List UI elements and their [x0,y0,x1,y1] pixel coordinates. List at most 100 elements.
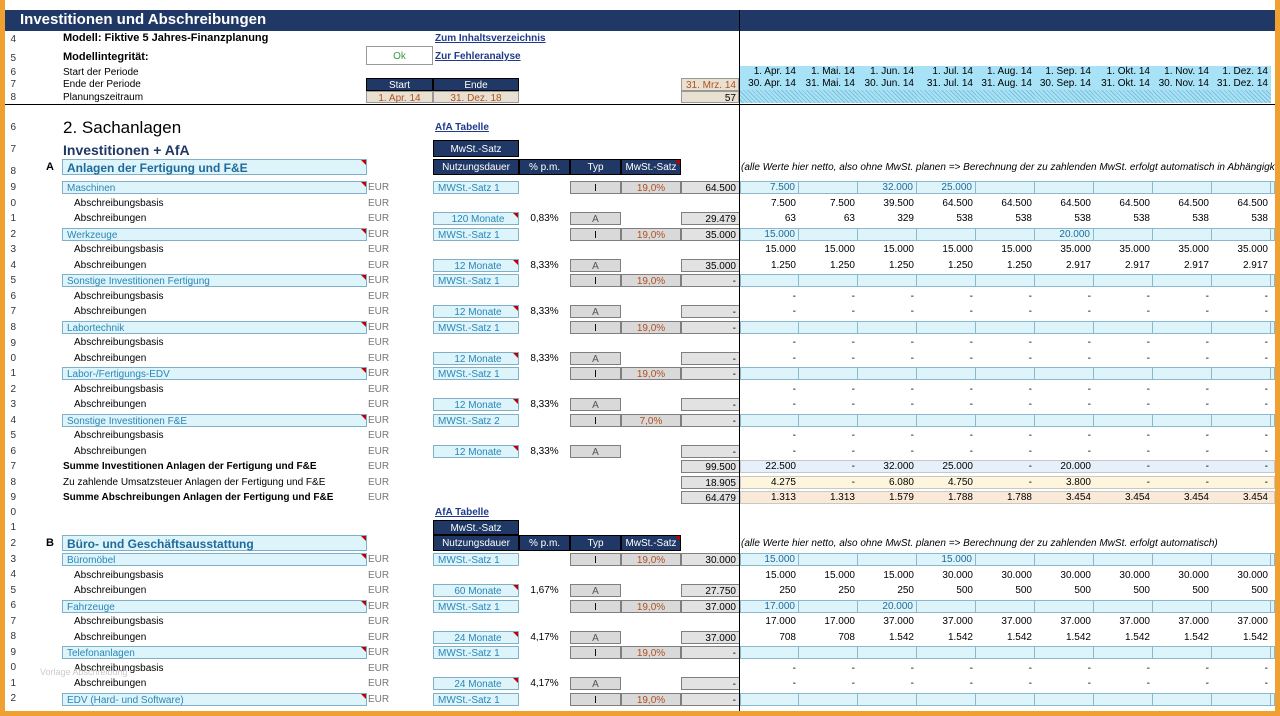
invest-month-cell[interactable]: 20.000 [1035,227,1094,241]
invest-month-cell[interactable] [976,599,1035,613]
mwst-select[interactable]: MWSt.-Satz 1 [433,646,519,659]
invest-month-cell[interactable] [917,367,976,380]
asset-name-cell[interactable]: Labortechnik [62,320,367,334]
end-date-cell[interactable]: 31. Dez. 18 [433,91,519,104]
invest-month-cell[interactable] [1094,227,1153,241]
invest-month-cell[interactable] [976,367,1035,380]
asset-name-cell[interactable]: Labor-/Fertigungs-EDV [62,367,367,380]
afa-type-cell[interactable]: A [570,444,621,458]
afa-type-cell[interactable]: A [570,258,621,272]
invest-month-cell[interactable] [858,646,917,659]
asset-name-cell[interactable]: Sonstige Investitionen Fertigung [62,274,367,287]
invest-month-cell[interactable] [799,181,858,194]
invest-month-cell[interactable] [1035,274,1094,287]
type-cell[interactable]: I [570,274,621,287]
invest-month-cell[interactable]: 17.000 [740,599,799,613]
invest-month-cell[interactable] [976,413,1035,427]
mwst-select[interactable]: MWSt.-Satz 1 [433,599,519,613]
invest-month-cell[interactable] [1153,227,1212,241]
invest-month-cell[interactable] [1153,599,1212,613]
invest-month-cell[interactable] [1094,413,1153,427]
invest-month-cell[interactable] [740,646,799,659]
invest-month-cell[interactable] [917,692,976,706]
useful-life-cell[interactable]: 24 Monate [433,677,519,690]
asset-name-cell[interactable]: Maschinen [62,181,367,194]
asset-name-cell[interactable]: Werkzeuge [62,227,367,241]
useful-life-cell[interactable]: 120 Monate [433,212,519,225]
invest-month-cell[interactable]: 15.000 [740,227,799,241]
asset-name-cell[interactable]: EDV (Hard- und Software) [62,692,367,706]
mwst-select[interactable]: MWSt.-Satz 1 [433,553,519,566]
invest-month-cell[interactable] [799,367,858,380]
invest-month-cell[interactable] [799,646,858,659]
afa-type-cell[interactable]: A [570,398,621,411]
invest-month-cell[interactable] [1153,274,1212,287]
invest-month-cell[interactable]: 15.000 [917,553,976,566]
invest-month-cell[interactable] [740,692,799,706]
type-cell[interactable]: I [570,367,621,380]
invest-month-cell[interactable] [1153,367,1212,380]
invest-month-cell[interactable] [1035,553,1094,566]
type-cell[interactable]: I [570,320,621,334]
invest-month-cell[interactable] [1212,413,1271,427]
invest-month-cell[interactable] [1035,320,1094,334]
invest-month-cell[interactable] [858,367,917,380]
link-table-of-contents[interactable]: Zum Inhaltsverzeichnis [435,33,546,44]
asset-name-cell[interactable]: Büromöbel [62,553,367,566]
useful-life-cell[interactable]: 60 Monate [433,584,519,597]
invest-month-cell[interactable] [976,274,1035,287]
invest-month-cell[interactable] [799,692,858,706]
invest-month-cell[interactable] [1094,274,1153,287]
invest-month-cell[interactable] [1035,181,1094,194]
invest-month-cell[interactable] [917,274,976,287]
afa-type-cell[interactable]: A [570,305,621,318]
invest-month-cell[interactable] [976,646,1035,659]
invest-month-cell[interactable] [1094,320,1153,334]
invest-month-cell[interactable] [799,320,858,334]
invest-month-cell[interactable]: 7.500 [740,181,799,194]
afa-type-cell[interactable]: A [570,351,621,365]
invest-month-cell[interactable] [1035,413,1094,427]
useful-life-cell[interactable]: 12 Monate [433,398,519,411]
asset-name-cell[interactable]: Telefonanlagen [62,646,367,659]
mwst-select[interactable]: MWSt.-Satz 1 [433,692,519,706]
invest-month-cell[interactable] [1035,646,1094,659]
invest-month-cell[interactable] [976,227,1035,241]
type-cell[interactable]: I [570,227,621,241]
invest-month-cell[interactable] [858,227,917,241]
type-cell[interactable]: I [570,553,621,566]
invest-month-cell[interactable]: 15.000 [740,553,799,566]
invest-month-cell[interactable] [917,320,976,334]
type-cell[interactable]: I [570,181,621,194]
link-error-analysis[interactable]: Zur Fehleranalyse [435,51,521,62]
afa-type-cell[interactable]: A [570,630,621,644]
invest-month-cell[interactable] [1212,599,1271,613]
invest-month-cell[interactable] [1212,320,1271,334]
invest-month-cell[interactable] [917,599,976,613]
invest-month-cell[interactable] [1153,413,1212,427]
invest-month-cell[interactable] [1094,181,1153,194]
useful-life-cell[interactable]: 12 Monate [433,444,519,458]
invest-month-cell[interactable] [1153,181,1212,194]
invest-month-cell[interactable]: 32.000 [858,181,917,194]
invest-month-cell[interactable] [1212,367,1271,380]
invest-month-cell[interactable] [799,274,858,287]
mwst-select[interactable]: MWSt.-Satz 1 [433,227,519,241]
invest-month-cell[interactable] [740,274,799,287]
invest-month-cell[interactable] [1153,320,1212,334]
invest-month-cell[interactable] [1094,553,1153,566]
useful-life-cell[interactable]: 12 Monate [433,305,519,318]
invest-month-cell[interactable] [1212,553,1271,566]
mwst-select[interactable]: MWSt.-Satz 2 [433,413,519,427]
invest-month-cell[interactable] [976,181,1035,194]
type-cell[interactable]: I [570,413,621,427]
afa-type-cell[interactable]: A [570,677,621,690]
useful-life-cell[interactable]: 12 Monate [433,258,519,272]
invest-month-cell[interactable] [799,599,858,613]
afa-table-link-a[interactable]: AfA Tabelle [435,122,489,133]
invest-month-cell[interactable] [1153,692,1212,706]
invest-month-cell[interactable] [799,553,858,566]
type-cell[interactable]: I [570,692,621,706]
invest-month-cell[interactable] [1212,181,1271,194]
asset-name-cell[interactable]: Fahrzeuge [62,599,367,613]
